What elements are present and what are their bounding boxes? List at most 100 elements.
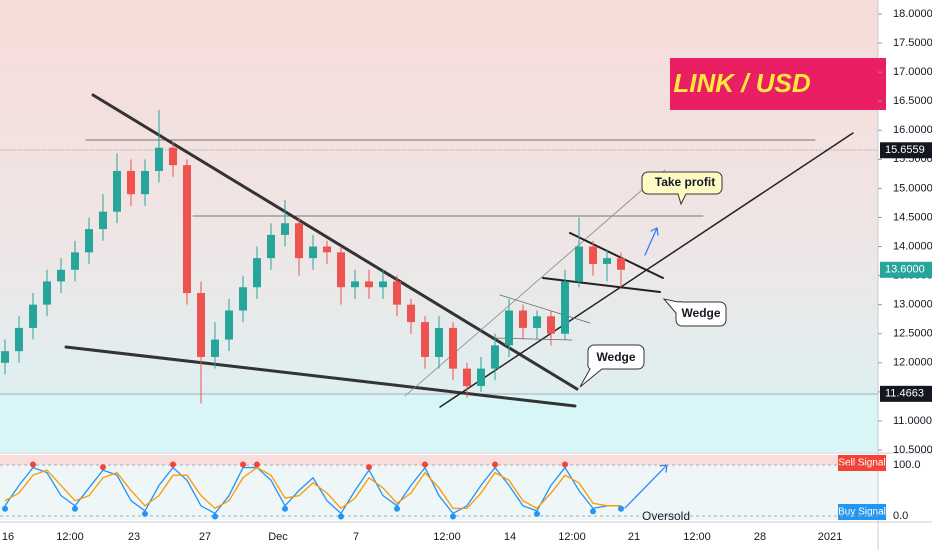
candle-body bbox=[477, 368, 485, 387]
y-tick-label: 11.0000 bbox=[893, 415, 932, 427]
candle-body bbox=[127, 170, 135, 195]
wedge-line bbox=[91, 93, 579, 391]
channel-line bbox=[404, 169, 666, 397]
candle-body bbox=[57, 269, 65, 282]
oscillator-line bbox=[4, 466, 621, 510]
buy-dot bbox=[590, 508, 596, 515]
candle-body bbox=[547, 316, 555, 334]
x-tick-label: 21 bbox=[628, 531, 640, 543]
y-tick-label: 16.0000 bbox=[893, 124, 932, 136]
drawings bbox=[0, 93, 879, 509]
candle-body bbox=[337, 252, 345, 288]
callout bbox=[662, 298, 727, 327]
x-tick-label: 12:00 bbox=[56, 531, 84, 543]
candle-body bbox=[421, 322, 429, 357]
sell-dot bbox=[254, 461, 260, 468]
sell-dot bbox=[562, 461, 568, 468]
x-tick-label: 14 bbox=[504, 531, 516, 543]
price-marker-label: 13.6000 bbox=[885, 264, 925, 276]
x-tick-label: 2021 bbox=[818, 531, 842, 543]
sell-dot bbox=[170, 461, 176, 468]
y-tick-label: 14.5000 bbox=[893, 211, 932, 223]
candle-body bbox=[99, 211, 107, 230]
annotation: Wedge bbox=[596, 350, 635, 364]
candle-body bbox=[365, 281, 373, 288]
candle-body bbox=[71, 252, 79, 270]
buy-dot bbox=[338, 513, 344, 520]
x-tick-label: Dec bbox=[268, 531, 288, 543]
candle-body bbox=[379, 281, 387, 288]
candle-body bbox=[435, 327, 443, 357]
candle-body bbox=[1, 351, 9, 363]
candle-body bbox=[169, 147, 177, 166]
price-marker bbox=[880, 261, 932, 278]
sell-dot bbox=[100, 464, 106, 471]
overbought-zone bbox=[0, 455, 878, 465]
candle-body bbox=[407, 304, 415, 323]
candle-body bbox=[575, 246, 583, 282]
lower-zone bbox=[0, 394, 878, 452]
candle-body bbox=[225, 310, 233, 340]
y-tick-label: 18.0000 bbox=[893, 8, 932, 20]
candle-body bbox=[463, 368, 471, 387]
price-marker bbox=[880, 142, 932, 159]
signal-label: Sell Signal bbox=[838, 458, 885, 469]
candle-body bbox=[197, 293, 205, 357]
candle-body bbox=[281, 223, 289, 235]
callout bbox=[579, 344, 645, 388]
title-box bbox=[670, 58, 886, 110]
x-tick-label: 23 bbox=[128, 531, 140, 543]
y-tick-label: 14.0000 bbox=[893, 240, 932, 252]
y-tick-label: 10.5000 bbox=[893, 444, 932, 456]
candle-body bbox=[449, 327, 457, 369]
candle-body bbox=[617, 258, 625, 270]
y-tick-label: 13.0000 bbox=[893, 299, 932, 311]
y-tick-label: 15.0000 bbox=[893, 182, 932, 194]
x-tick-label: 28 bbox=[754, 531, 766, 543]
candle-body bbox=[351, 281, 359, 288]
candle-body bbox=[113, 170, 121, 212]
buy-dot bbox=[534, 510, 540, 517]
buy-dot bbox=[212, 513, 218, 520]
channel-line bbox=[499, 294, 591, 324]
x-tick-label: 16 bbox=[2, 531, 14, 543]
candle-body bbox=[589, 246, 597, 264]
candle-body bbox=[491, 345, 499, 369]
candle-body bbox=[239, 287, 247, 311]
sell-dot bbox=[492, 461, 498, 468]
x-tick-label: 12:00 bbox=[558, 531, 586, 543]
y-tick-label: 12.5000 bbox=[893, 328, 932, 340]
callout bbox=[641, 171, 723, 206]
buy-dot bbox=[282, 505, 288, 512]
buy-dot bbox=[2, 505, 8, 512]
candle-body bbox=[15, 327, 23, 352]
signal-label: Buy Signal bbox=[838, 507, 886, 518]
price-marker bbox=[880, 385, 932, 402]
wedge-line bbox=[569, 232, 664, 279]
signal-tag bbox=[838, 504, 886, 520]
oscillator-tick-label: 100.0 bbox=[893, 459, 921, 471]
candle-body bbox=[561, 281, 569, 334]
sell-dot bbox=[366, 464, 372, 471]
y-tick-label: 12.0000 bbox=[893, 357, 932, 369]
candle-body bbox=[603, 258, 611, 264]
buy-dot bbox=[394, 505, 400, 512]
chart-title: LINK / USD bbox=[673, 68, 810, 98]
y-tick-label: 17.5000 bbox=[893, 37, 932, 49]
candle-body bbox=[393, 281, 401, 305]
y-tick-label: 16.5000 bbox=[893, 95, 932, 107]
oscillator-line bbox=[4, 466, 621, 515]
candle-body bbox=[183, 165, 191, 294]
x-tick-label: 27 bbox=[199, 531, 211, 543]
annotation: Wedge bbox=[681, 306, 720, 320]
candle-body bbox=[211, 339, 219, 357]
candle-body bbox=[533, 316, 541, 328]
candle-body bbox=[253, 258, 261, 288]
buy-dot bbox=[72, 505, 78, 512]
candle-body bbox=[29, 304, 37, 328]
price-marker-label: 15.6559 bbox=[885, 144, 925, 156]
sell-dot bbox=[240, 461, 246, 468]
oscillator-tick-label: 0.0 bbox=[893, 510, 908, 522]
candle-body bbox=[85, 229, 93, 253]
